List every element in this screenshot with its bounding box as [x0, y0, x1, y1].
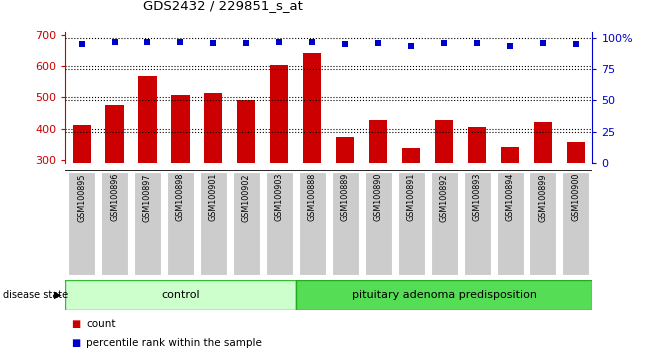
- Bar: [139, 76, 156, 253]
- Text: disease state: disease state: [3, 290, 68, 300]
- FancyBboxPatch shape: [464, 172, 491, 275]
- Point: [175, 39, 186, 45]
- Point: [373, 40, 383, 46]
- FancyBboxPatch shape: [529, 172, 557, 275]
- Text: GSM100891: GSM100891: [407, 173, 415, 222]
- Bar: [303, 53, 322, 253]
- Text: GSM100901: GSM100901: [209, 173, 218, 222]
- Point: [307, 39, 318, 45]
- FancyBboxPatch shape: [68, 172, 95, 275]
- Text: ▶: ▶: [54, 290, 62, 300]
- Text: percentile rank within the sample: percentile rank within the sample: [86, 338, 262, 348]
- Point: [274, 39, 284, 45]
- Text: GSM100897: GSM100897: [143, 173, 152, 222]
- Text: count: count: [86, 319, 115, 329]
- FancyBboxPatch shape: [167, 172, 194, 275]
- Bar: [402, 148, 420, 253]
- FancyBboxPatch shape: [562, 172, 589, 275]
- Bar: [534, 122, 552, 253]
- Text: GDS2432 / 229851_s_at: GDS2432 / 229851_s_at: [143, 0, 303, 12]
- FancyBboxPatch shape: [233, 172, 260, 275]
- Bar: [435, 120, 453, 253]
- FancyBboxPatch shape: [430, 172, 458, 275]
- Bar: [468, 127, 486, 253]
- Text: GSM100895: GSM100895: [77, 173, 86, 222]
- Point: [472, 40, 482, 46]
- Text: GSM100898: GSM100898: [176, 173, 185, 222]
- Text: GSM100900: GSM100900: [572, 173, 581, 222]
- Text: GSM100894: GSM100894: [506, 173, 514, 222]
- Bar: [105, 105, 124, 253]
- Bar: [567, 142, 585, 253]
- Text: GSM100889: GSM100889: [340, 173, 350, 222]
- Point: [76, 41, 87, 47]
- Point: [340, 41, 350, 47]
- Bar: [369, 120, 387, 253]
- Text: control: control: [161, 290, 200, 300]
- FancyBboxPatch shape: [266, 172, 293, 275]
- FancyBboxPatch shape: [365, 172, 392, 275]
- Bar: [296, 280, 592, 310]
- Text: GSM100899: GSM100899: [538, 173, 547, 222]
- Bar: [204, 93, 223, 253]
- Text: GSM100892: GSM100892: [439, 173, 449, 222]
- Bar: [270, 65, 288, 253]
- Text: GSM100896: GSM100896: [110, 173, 119, 222]
- Bar: [171, 95, 189, 253]
- Point: [538, 40, 548, 46]
- FancyBboxPatch shape: [332, 172, 359, 275]
- Point: [439, 40, 449, 46]
- Text: GSM100893: GSM100893: [473, 173, 482, 222]
- Point: [505, 43, 515, 48]
- FancyBboxPatch shape: [497, 172, 523, 275]
- Bar: [501, 147, 519, 253]
- FancyBboxPatch shape: [200, 172, 227, 275]
- FancyBboxPatch shape: [134, 172, 161, 275]
- Point: [109, 39, 120, 45]
- Text: GSM100902: GSM100902: [242, 173, 251, 222]
- Point: [208, 40, 219, 46]
- Point: [241, 40, 251, 46]
- Point: [143, 39, 153, 45]
- Text: ■: ■: [72, 319, 81, 329]
- Bar: [72, 125, 90, 253]
- Bar: [65, 280, 296, 310]
- Text: ■: ■: [72, 338, 81, 348]
- Point: [571, 41, 581, 47]
- Text: GSM100888: GSM100888: [308, 173, 317, 221]
- Text: pituitary adenoma predisposition: pituitary adenoma predisposition: [352, 290, 536, 300]
- Text: GSM100890: GSM100890: [374, 173, 383, 222]
- FancyBboxPatch shape: [299, 172, 326, 275]
- FancyBboxPatch shape: [398, 172, 424, 275]
- Text: GSM100903: GSM100903: [275, 173, 284, 222]
- FancyBboxPatch shape: [101, 172, 128, 275]
- Bar: [238, 100, 255, 253]
- Bar: [336, 137, 354, 253]
- Point: [406, 43, 417, 48]
